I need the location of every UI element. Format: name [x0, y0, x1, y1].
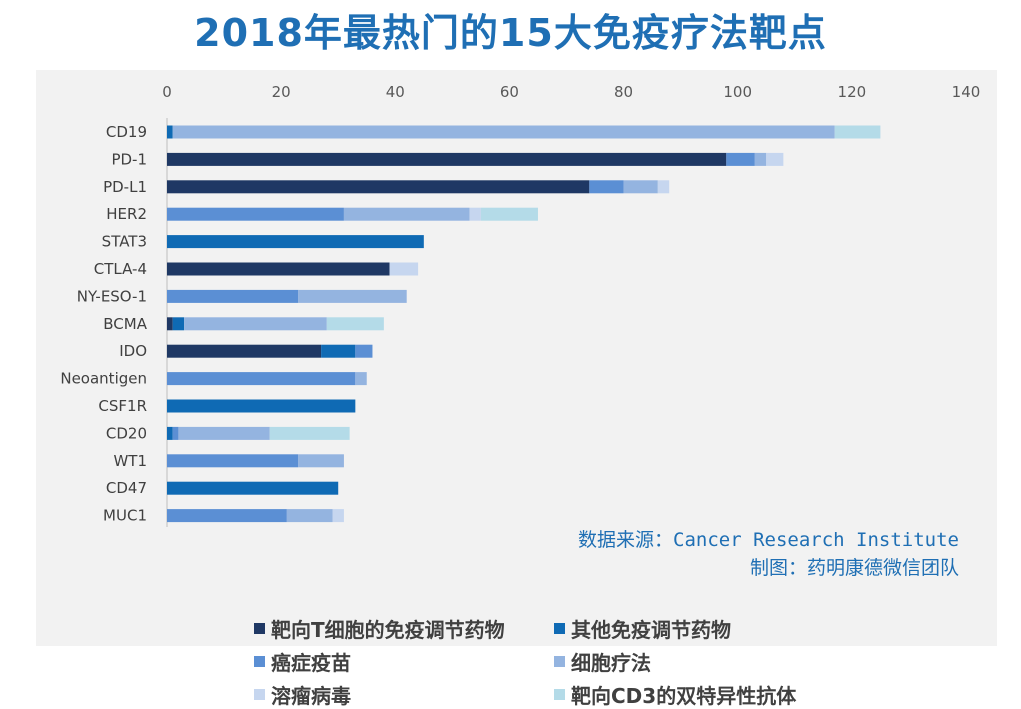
bar-segment [480, 207, 538, 221]
category-label: CTLA-4 [94, 260, 147, 278]
legend-swatch [554, 623, 565, 634]
x-tick-label: 0 [162, 83, 172, 101]
bar-segment [167, 262, 390, 276]
category-label: CD20 [106, 424, 147, 442]
legend-swatch [554, 689, 565, 700]
legend-item: 靶向T细胞的免疫调节药物 [254, 614, 505, 643]
bar-segment [167, 152, 727, 166]
bar-segment [469, 207, 481, 221]
chart-panel: 0 20 40 60 80 100 120 140 CD19 PD-1 PD-L1 HER2 STAT3… [36, 70, 997, 708]
category-label: IDO [119, 342, 147, 360]
legend-item: 靶向CD3的双特异性抗体 [554, 680, 796, 709]
bar-segment [172, 317, 185, 331]
category-label: NY-ESO-1 [77, 287, 147, 305]
bar-segment [167, 426, 173, 440]
legend-label: 癌症疫苗 [271, 651, 351, 675]
bar-segment [167, 509, 287, 523]
x-tick-label: 120 [838, 83, 867, 101]
x-tick-label: 140 [952, 83, 981, 101]
bar-segment [754, 152, 767, 166]
bar-segment [355, 372, 367, 386]
source-line: 数据来源：Cancer Research Institute [578, 529, 959, 551]
legend-item: 溶瘤病毒 [254, 680, 351, 709]
bar-segment [343, 207, 470, 221]
bar-segment [389, 262, 419, 276]
x-tick-label: 100 [723, 83, 752, 101]
legend-label: 其他免疫调节药物 [571, 618, 731, 642]
legend-swatch [254, 656, 265, 667]
category-label: CSF1R [98, 397, 147, 415]
legend-swatch [254, 689, 265, 700]
source-note: 数据来源：Cancer Research Institute 制图：药明康德微信… [578, 526, 959, 582]
bar-segment [167, 344, 322, 358]
bar-segment [167, 481, 339, 495]
bar-chart: 0 20 40 60 80 100 120 140 CD19 PD-1 PD-L1 HER2 STAT3… [60, 83, 981, 527]
bar-segment [298, 289, 407, 303]
bar-segment [834, 125, 881, 139]
bar-segment [167, 454, 299, 468]
x-tick-label: 60 [500, 83, 519, 101]
bar-segment [172, 426, 179, 440]
legend-label: 靶向CD3的双特异性抗体 [571, 684, 797, 708]
legend-item: 其他免疫调节药物 [554, 614, 731, 643]
bar-segment [286, 509, 333, 523]
legend-item: 癌症疫苗 [254, 647, 351, 676]
bar-segment [298, 454, 344, 468]
bar-segment [167, 317, 173, 331]
legend-swatch [554, 656, 565, 667]
legend-label: 细胞疗法 [571, 651, 651, 675]
category-label: PD-L1 [103, 178, 147, 196]
legend-swatch [254, 623, 265, 634]
x-tick-label: 20 [272, 83, 291, 101]
bar-segment [167, 125, 173, 139]
bar-segment [623, 180, 658, 194]
category-label: CD19 [106, 123, 147, 141]
category-label: Neoantigen [60, 370, 147, 388]
category-label: CD47 [106, 479, 147, 497]
category-label: BCMA [103, 315, 147, 333]
bar-segment [726, 152, 755, 166]
legend-item: 细胞疗法 [554, 647, 651, 676]
bar-segment [332, 509, 344, 523]
bar-segment [167, 289, 299, 303]
bar-segment [167, 207, 344, 221]
category-label: WT1 [113, 452, 147, 470]
bar-segment [167, 399, 356, 413]
x-tick-label: 80 [614, 83, 633, 101]
bar-segment [167, 235, 424, 249]
bar-segment [269, 426, 350, 440]
category-label: HER2 [106, 205, 147, 223]
category-label: STAT3 [102, 233, 147, 251]
category-label: MUC1 [103, 507, 147, 525]
bar-segment [355, 344, 373, 358]
bar-segment [326, 317, 384, 331]
legend-label: 溶瘤病毒 [271, 684, 351, 708]
category-label: PD-1 [111, 150, 147, 168]
bar-segment [167, 372, 356, 386]
bar-segment [167, 180, 590, 194]
legend-label: 靶向T细胞的免疫调节药物 [271, 618, 505, 642]
bar-segment [178, 426, 270, 440]
bar-segment [321, 344, 356, 358]
chart-title: 2018年最热门的15大免疫疗法靶点 [194, 11, 827, 55]
bar-segment [657, 180, 670, 194]
bar-segment [184, 317, 327, 331]
x-tick-label: 40 [386, 83, 405, 101]
credit-line: 制图：药明康德微信团队 [749, 557, 959, 579]
bar-segment [766, 152, 784, 166]
bar-segment [589, 180, 624, 194]
bar-segment [172, 125, 835, 139]
